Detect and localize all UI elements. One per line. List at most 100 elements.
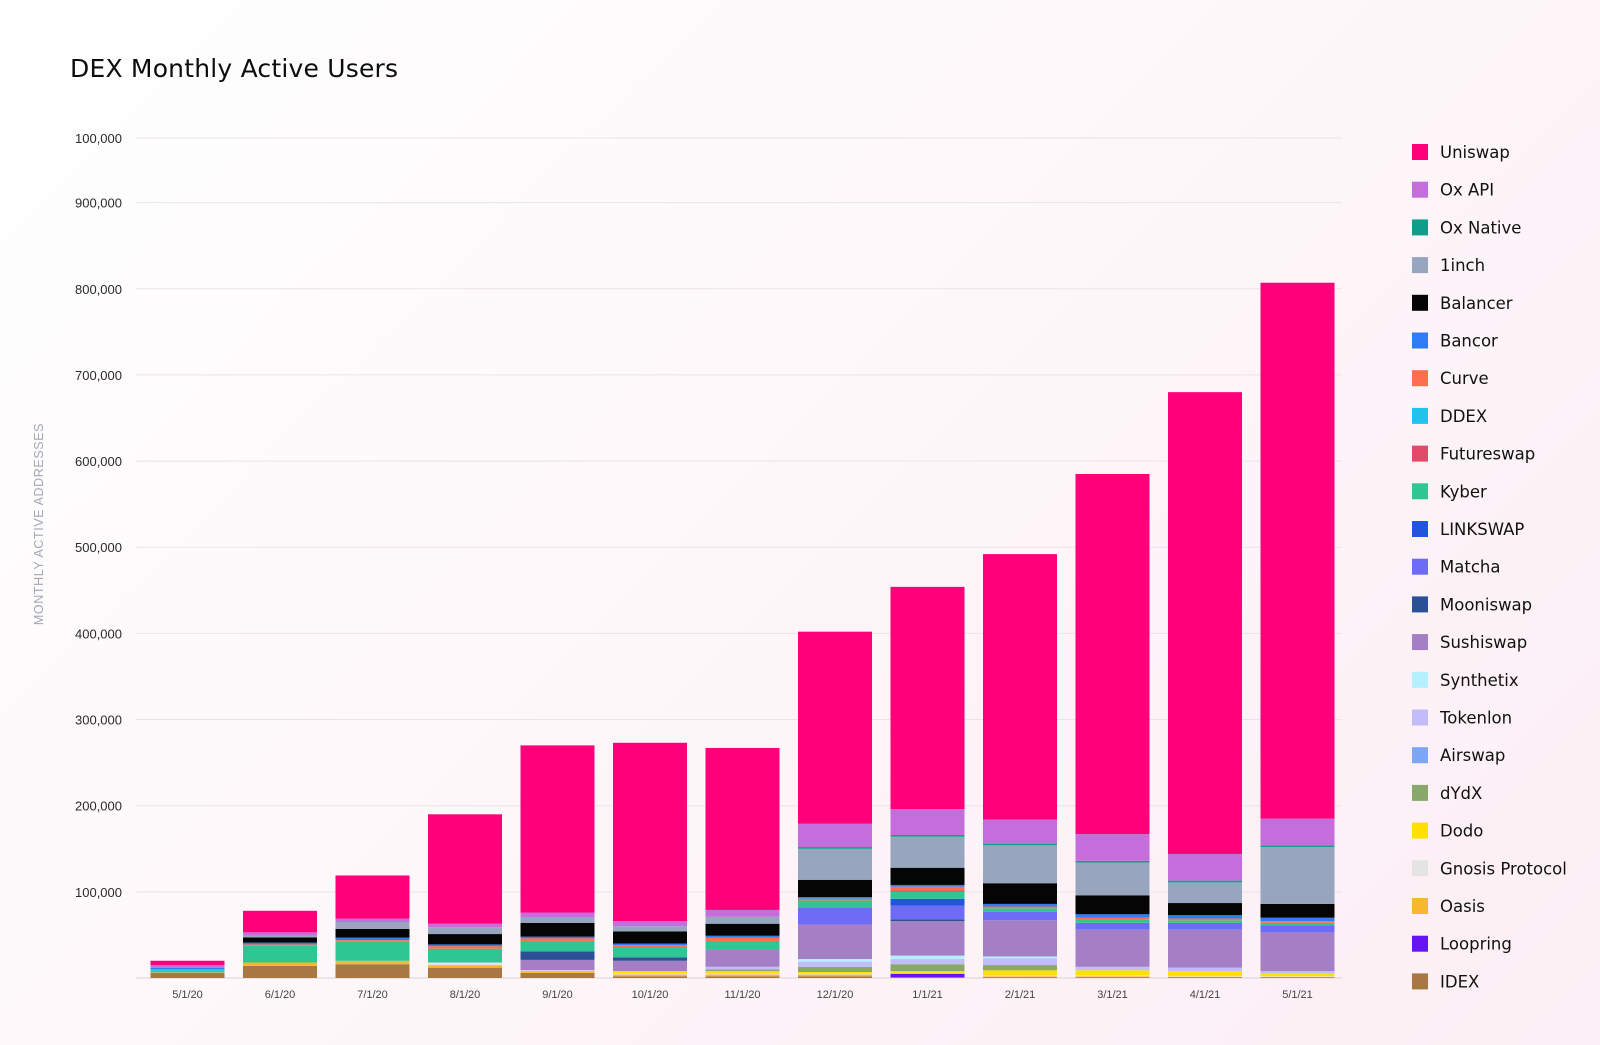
bar-segment — [613, 973, 687, 975]
legend-swatch — [1412, 596, 1428, 613]
bar-stack — [890, 586, 965, 978]
legend-swatch — [1412, 784, 1428, 801]
legend-label: Balancer — [1440, 294, 1513, 313]
legend-swatch — [1412, 483, 1428, 500]
bar-segment — [1075, 860, 1150, 863]
x-tick-label: 1/1/21 — [912, 989, 943, 1001]
x-tick-label: 5/1/21 — [1282, 989, 1313, 1001]
x-tick-label: 9/1/20 — [542, 989, 573, 1001]
x-tick-label: 3/1/21 — [1097, 989, 1128, 1001]
bar-segment — [428, 927, 502, 935]
bar-stack — [983, 554, 1057, 978]
bar-segment — [243, 937, 317, 943]
bar-segment — [520, 745, 595, 913]
legend-item: Sushiswap — [1412, 633, 1527, 652]
bar-segment — [983, 883, 1057, 904]
bar-segment — [1168, 971, 1242, 977]
x-tick-label: 12/1/20 — [817, 989, 854, 1001]
bar-segment — [1260, 917, 1335, 922]
bar-segment — [890, 955, 965, 960]
x-tick-label: 10/1/20 — [632, 989, 669, 1001]
bar-segment — [520, 959, 595, 971]
bar-segment — [1260, 847, 1335, 904]
bar-segment — [335, 937, 410, 941]
x-tick-label: 6/1/20 — [265, 989, 296, 1001]
bar-segment — [335, 940, 410, 942]
bar-segment — [890, 919, 965, 922]
legend-swatch — [1412, 181, 1428, 198]
bar-segment — [798, 897, 872, 899]
bar-segment — [428, 923, 502, 928]
bar-segment — [613, 974, 687, 977]
bar-segment — [1168, 903, 1242, 916]
bar-segment — [1260, 845, 1335, 848]
bar-segment — [705, 973, 780, 975]
bar-stack — [798, 631, 872, 978]
bar-segment — [890, 959, 965, 965]
bar-segment — [890, 971, 965, 973]
legend-label: Oasis — [1440, 897, 1485, 916]
bar-segment — [705, 949, 780, 967]
bar-segment — [890, 809, 965, 835]
y-tick-label: 900,000 — [75, 196, 122, 211]
legend-label: Ox API — [1440, 181, 1494, 200]
bar-segment — [705, 937, 780, 941]
legend-item: Ox API — [1412, 181, 1494, 200]
legend-item: Balancer — [1412, 294, 1513, 313]
bar-segment — [1260, 932, 1335, 972]
bar-segment — [1075, 922, 1150, 930]
bar-segment — [150, 972, 225, 978]
bar-stack — [520, 745, 595, 978]
legend-label: Kyber — [1440, 482, 1487, 501]
bar-segment — [1168, 918, 1242, 921]
legend-item: dYdX — [1412, 784, 1482, 803]
bar-segment — [705, 974, 780, 977]
bar-segment — [520, 951, 595, 960]
bar-segment — [428, 967, 502, 978]
legend-swatch — [1412, 671, 1428, 688]
bar-segment — [1168, 915, 1242, 919]
bar-segment — [798, 879, 872, 898]
bar-segment — [1075, 862, 1150, 896]
y-tick-label: 400,000 — [75, 626, 122, 641]
bar-segment — [1075, 834, 1150, 861]
bar-segment — [1260, 925, 1335, 933]
bar-segment — [1260, 973, 1335, 977]
legend-item: Bancor — [1412, 332, 1498, 351]
legend-label: Airswap — [1440, 746, 1505, 765]
bar-segment — [243, 932, 317, 936]
bar-segment — [1075, 917, 1150, 920]
bar-segment — [890, 867, 965, 885]
legend-label: Uniswap — [1440, 143, 1510, 162]
bar-segment — [798, 907, 872, 925]
bar-segment — [890, 891, 965, 899]
bar-segment — [1168, 922, 1242, 930]
bar-segment — [890, 905, 965, 920]
bar-segment — [1075, 975, 1150, 977]
bar-segment — [428, 944, 502, 947]
bar-segment — [428, 934, 502, 945]
bar-segment — [428, 948, 502, 963]
legend-item: Dodo — [1412, 822, 1483, 841]
bar-stack — [1168, 392, 1242, 978]
bar-segment — [520, 972, 595, 978]
bar-segment — [335, 922, 410, 929]
bar-segment — [1260, 971, 1335, 974]
legend-label: DDEX — [1440, 407, 1487, 426]
bar-segment — [983, 903, 1057, 907]
bar-segment — [613, 971, 687, 974]
bar-segment — [890, 977, 965, 978]
bar-segment — [798, 924, 872, 960]
legend-item: Airswap — [1412, 746, 1505, 765]
legend-label: Mooniswap — [1440, 595, 1532, 614]
legend-item: DDEX — [1412, 407, 1487, 426]
bar-segment — [705, 969, 780, 972]
bar-segment — [243, 910, 317, 933]
legend-item: Uniswap — [1412, 143, 1510, 162]
y-tick-label: 700,000 — [75, 368, 122, 383]
bar-segment — [1168, 882, 1242, 904]
bar-segment — [613, 931, 687, 944]
legend-item: Loopring — [1412, 935, 1512, 954]
y-axis-tick-labels: 100,000 200,000 300,000 400,000 500,000 600,0… — [75, 131, 122, 900]
